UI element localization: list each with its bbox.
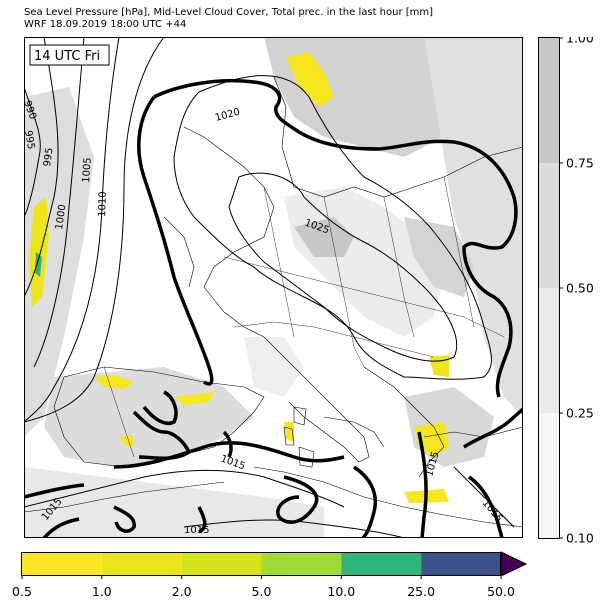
- isobars: [24, 37, 515, 538]
- cloud-cover-tick-label: 0.25: [566, 406, 594, 421]
- cloud-cover-colorbar: 0.10 0.25 0.50 0.75 1.00: [538, 37, 594, 545]
- precip-tick-label: 0.5: [12, 584, 32, 599]
- precip-bands: [22, 553, 501, 575]
- map-frame: [24, 37, 523, 538]
- precip-tick-label: 1.0: [92, 584, 112, 599]
- time-label-box: 14 UTC Fri: [29, 44, 110, 66]
- isobar-label-995: 995: [24, 130, 36, 151]
- isobar-label-1015-b: 1015: [184, 525, 209, 536]
- precip-band-0: [22, 553, 102, 575]
- cloud-cover-tick-label: 0.75: [566, 156, 594, 171]
- precip-tick-label: 50.0: [487, 584, 515, 599]
- precip-colorbar-extend-arrow: [500, 551, 528, 577]
- coastlines: [24, 76, 523, 528]
- precip-band-5: [421, 553, 501, 575]
- cloud-cover-band-2: [539, 163, 559, 288]
- precip-band-4: [341, 553, 422, 575]
- precip-tick-label: 2.0: [172, 584, 192, 599]
- cloud-cover-ticks: 0.10 0.25 0.50 0.75 1.00: [559, 37, 594, 545]
- precip-tick-label: 5.0: [252, 584, 272, 599]
- isobar-label-1005: 1005: [81, 157, 94, 183]
- cloud-cover-tick-label: 1.00: [566, 37, 594, 46]
- precip-band-1: [101, 553, 182, 575]
- precip-ticks: 0.5 1.0 2.0 5.0 10.0 25.0 50.0: [12, 575, 515, 599]
- cloud-cover-band-1: [539, 288, 559, 413]
- precip-colorbar: 0.5 1.0 2.0 5.0 10.0 25.0 50.0: [12, 551, 528, 599]
- precip-tick-label: 25.0: [407, 584, 435, 599]
- cloud-cover-band-3: [539, 38, 559, 163]
- map-title-line2: WRF 18.09.2019 18:00 UTC +44: [24, 19, 187, 30]
- map-title-line1: Sea Level Pressure [hPa], Mid-Level Clou…: [24, 7, 434, 18]
- cloud-cover-tick-label: 0.10: [566, 531, 594, 546]
- cloud-cover-band-0: [539, 413, 559, 538]
- isobar-label-990: 990: [24, 99, 38, 121]
- isobar-label-1000: 1000: [54, 204, 68, 231]
- precip-tick-label: 10.0: [327, 584, 355, 599]
- time-label: 14 UTC Fri: [34, 49, 100, 64]
- isobar-1015-bold: [24, 78, 523, 538]
- isobar-label-995b: 995: [42, 147, 56, 167]
- isobar-label-1010: 1010: [97, 191, 109, 217]
- cloud-cover-bands: [539, 38, 559, 538]
- country-borders: [103, 176, 505, 458]
- weather-map: 990 995 995 1000 1005 1010 1020 1025 101…: [24, 37, 523, 538]
- precip-band-2: [181, 553, 262, 575]
- cloud-cover-tick-label: 0.50: [566, 281, 594, 296]
- precip-band-3: [261, 553, 342, 575]
- cloud-cover-layer: [24, 37, 523, 538]
